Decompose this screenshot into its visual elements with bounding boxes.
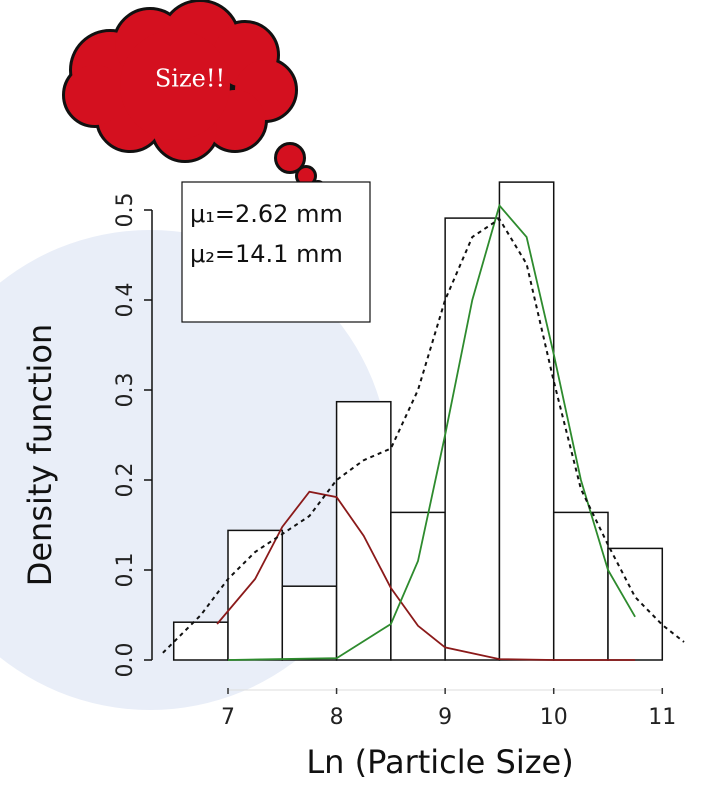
x-tick-label: 7 bbox=[221, 705, 235, 730]
legend-box bbox=[181, 181, 371, 323]
y-axis-label: Density function bbox=[21, 324, 59, 587]
legend-text: μ₁=2.62 mm bbox=[190, 200, 343, 228]
bar bbox=[390, 511, 446, 661]
density-curve bbox=[162, 217, 685, 654]
x-axis-label: Ln (Particle Size) bbox=[306, 743, 573, 781]
x-tick-label: 10 bbox=[540, 705, 568, 730]
cloud-fill bbox=[298, 168, 314, 184]
y-tick-label: 0.1 bbox=[113, 553, 138, 588]
y-tick-label: 0.2 bbox=[113, 463, 138, 498]
x-tick-label: 8 bbox=[330, 705, 344, 730]
bar bbox=[552, 511, 609, 661]
legend-text: μ₂=14.1 mm bbox=[190, 240, 343, 268]
bar bbox=[227, 529, 284, 661]
y-tick-label: 0.3 bbox=[113, 373, 138, 408]
x-tick-label: 9 bbox=[438, 705, 452, 730]
cloud-fill bbox=[277, 145, 303, 171]
bar bbox=[607, 547, 664, 661]
cloud-fill bbox=[120, 30, 230, 140]
bar bbox=[281, 585, 338, 661]
y-tick-label: 0.0 bbox=[113, 643, 138, 678]
bar bbox=[444, 217, 501, 661]
component-curve bbox=[227, 203, 636, 661]
bar bbox=[335, 400, 392, 661]
thought-cloud bbox=[62, 0, 326, 196]
y-tick-label: 0.5 bbox=[113, 193, 138, 228]
component-curve bbox=[216, 490, 636, 661]
x-tick-label: 11 bbox=[648, 705, 676, 730]
y-tick-label: 0.4 bbox=[113, 283, 138, 318]
cloud-fill bbox=[65, 65, 125, 125]
bar bbox=[498, 181, 555, 661]
callout-text: Size!! bbox=[155, 65, 225, 93]
bar bbox=[172, 621, 229, 661]
